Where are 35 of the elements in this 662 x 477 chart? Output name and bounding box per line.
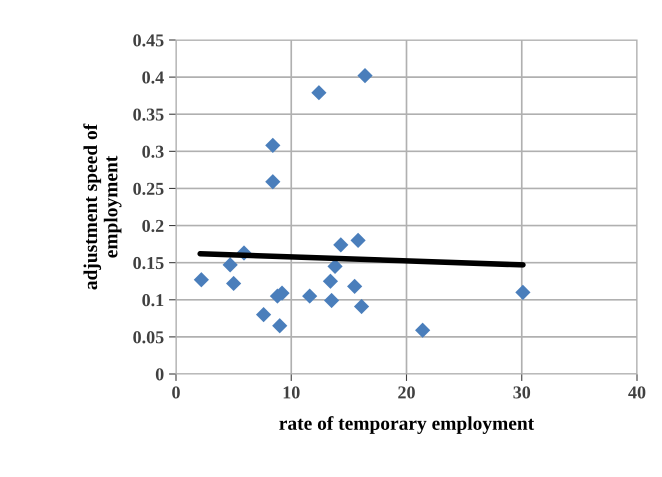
y-tick-label: 0.3 [142, 146, 164, 158]
y-tick-label: 0.4 [142, 71, 164, 84]
x-axis-title: rate of temporary employment [279, 416, 534, 434]
point [350, 232, 366, 248]
x-tick-label: 0 [172, 386, 180, 399]
point [357, 68, 373, 84]
x-tick-label: 20 [398, 386, 415, 399]
point [415, 322, 430, 338]
point [322, 274, 338, 289]
y-tick-label: 0 [156, 368, 164, 380]
point [272, 318, 288, 334]
point [222, 257, 238, 272]
y-axis-title: adjustment speed of employment [83, 124, 122, 290]
point [347, 278, 362, 294]
y-tick-label: 0.45 [133, 34, 164, 47]
point [333, 237, 348, 252]
point [194, 272, 209, 288]
point [324, 292, 340, 308]
y-tick-label: 0.25 [133, 182, 164, 195]
x-tick-label: 30 [513, 386, 530, 399]
y-tick-label: 0.1 [142, 294, 164, 306]
y-tick-label: 0.15 [133, 256, 164, 270]
x-tick-label: 10 [284, 386, 300, 399]
point [354, 298, 370, 314]
point [302, 288, 318, 304]
point [265, 138, 280, 154]
x-tick-label: 40 [628, 386, 646, 399]
y-tick-label: 0.05 [133, 331, 164, 344]
point [226, 276, 242, 292]
point [515, 284, 531, 300]
point [256, 307, 272, 322]
y-tick-label: 0.2 [142, 220, 164, 232]
point [311, 85, 327, 100]
point [265, 174, 280, 190]
y-tick-label: 0.35 [133, 108, 164, 121]
